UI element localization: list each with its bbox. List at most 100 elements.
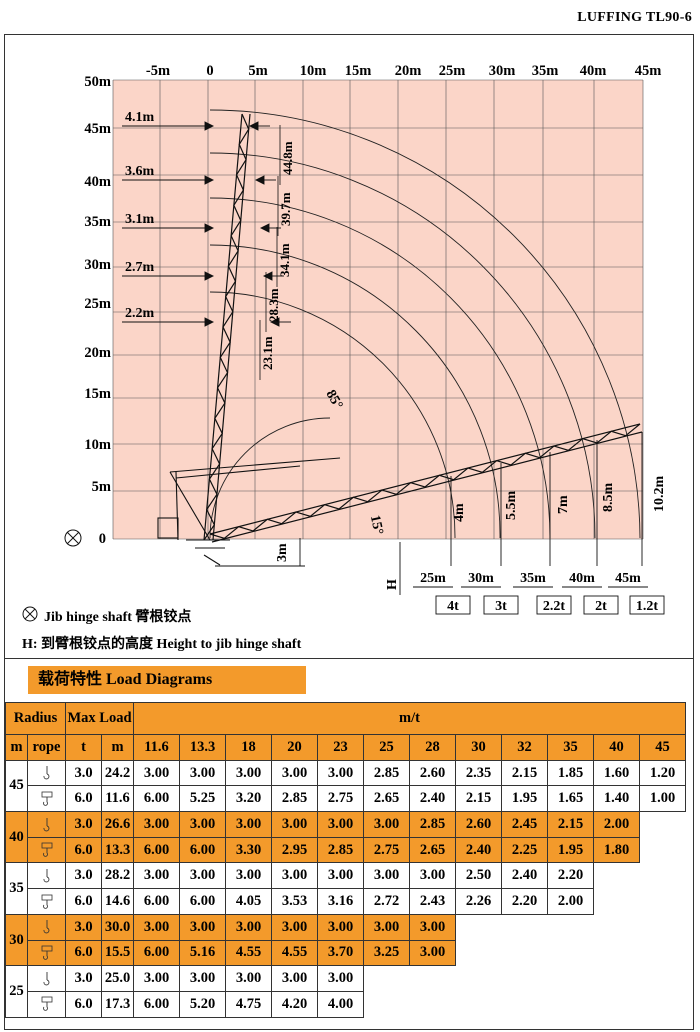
x-tick-label: 15m bbox=[345, 63, 372, 79]
load-value: 2.85 bbox=[363, 759, 410, 787]
load-value: 3.00 bbox=[179, 913, 226, 941]
max-load-t: 3.0 bbox=[65, 811, 102, 838]
load-value: 2.15 bbox=[547, 811, 594, 838]
header-m: m bbox=[5, 734, 28, 761]
y-tick-label: 35m bbox=[84, 214, 111, 230]
y-tick-label: 5m bbox=[92, 479, 111, 495]
load-value: 6.00 bbox=[133, 888, 180, 915]
load-value: 2.85 bbox=[409, 811, 456, 838]
rope-icon bbox=[27, 965, 66, 992]
load-value: 2.25 bbox=[501, 836, 548, 864]
boom-length: 35 bbox=[5, 862, 28, 915]
load-value: 6.00 bbox=[179, 836, 226, 864]
load-value: 6.00 bbox=[133, 836, 180, 864]
y-tick-label: 25m bbox=[84, 296, 111, 312]
max-load-m: 24.2 bbox=[101, 759, 134, 787]
load-value: 1.95 bbox=[547, 836, 594, 864]
offset-label: 3.1m bbox=[125, 212, 155, 227]
y-tick-label: 20m bbox=[84, 345, 111, 361]
legend-height-note: H: 到臂根铰点的高度 Height to jib hinge shaft bbox=[22, 637, 302, 652]
y-tick-label: 50m bbox=[84, 74, 111, 90]
max-load-t: 6.0 bbox=[65, 836, 102, 864]
hook-height-label: 39.7m bbox=[278, 192, 293, 226]
max-load-t: 3.0 bbox=[65, 759, 102, 787]
page-frame bbox=[4, 34, 694, 1030]
header-radius-col: 20 bbox=[271, 734, 318, 761]
y-tick-label: 30m bbox=[84, 257, 111, 273]
load-value: 4.55 bbox=[225, 939, 272, 967]
load-value: 4.75 bbox=[225, 990, 272, 1018]
tip-load-label: 2.2t bbox=[543, 599, 566, 614]
radius-label: 40m bbox=[569, 571, 595, 586]
load-value: 3.00 bbox=[133, 811, 180, 838]
header-radius-col: 23 bbox=[317, 734, 364, 761]
load-value: 3.00 bbox=[179, 965, 226, 992]
grid-background bbox=[113, 80, 643, 539]
load-value: 2.43 bbox=[409, 888, 456, 915]
load-value: 6.00 bbox=[179, 888, 226, 915]
load-value: 2.00 bbox=[547, 888, 594, 915]
load-value: 3.00 bbox=[363, 811, 410, 838]
model-title: LUFFING TL90-6 bbox=[577, 10, 692, 25]
max-load-m: 26.6 bbox=[101, 811, 134, 838]
max-load-t: 3.0 bbox=[65, 862, 102, 890]
load-diagram-heading: 载荷特性 Load Diagrams bbox=[28, 666, 306, 694]
load-value: 3.00 bbox=[409, 939, 456, 967]
load-value: 3.00 bbox=[317, 913, 364, 941]
low-jib bbox=[209, 423, 643, 543]
load-value: 3.00 bbox=[409, 913, 456, 941]
load-value: 2.95 bbox=[271, 836, 318, 864]
load-value: 3.00 bbox=[133, 965, 180, 992]
rope-icon bbox=[27, 811, 66, 838]
load-value: 1.95 bbox=[501, 785, 548, 813]
load-value: 2.20 bbox=[547, 862, 594, 890]
load-value: 3.00 bbox=[271, 759, 318, 787]
header-max-load: Max Load bbox=[65, 702, 134, 735]
tip-height-label: 8.5m bbox=[601, 483, 616, 513]
load-value: 2.40 bbox=[455, 836, 502, 864]
max-load-m: 14.6 bbox=[101, 888, 134, 915]
load-value: 2.45 bbox=[501, 811, 548, 838]
y-tick-label: 15m bbox=[84, 386, 111, 402]
offset-label: 2.2m bbox=[125, 306, 155, 321]
x-tick-label: 20m bbox=[395, 63, 422, 79]
load-value: 3.00 bbox=[271, 913, 318, 941]
x-tick-label: 0 bbox=[206, 63, 213, 79]
rope-icon bbox=[27, 836, 66, 864]
load-value: 1.65 bbox=[547, 785, 594, 813]
header-radius-col: 32 bbox=[501, 734, 548, 761]
rope-icon bbox=[27, 862, 66, 890]
header-radius: Radius bbox=[5, 702, 66, 735]
load-value: 1.20 bbox=[639, 759, 686, 787]
header-radius-col: 45 bbox=[639, 734, 686, 761]
load-value: 2.65 bbox=[409, 836, 456, 864]
max-load-t: 6.0 bbox=[65, 939, 102, 967]
load-value: 1.85 bbox=[547, 759, 594, 787]
y-tick-label: 0 bbox=[99, 531, 106, 547]
header-radius-col: 30 bbox=[455, 734, 502, 761]
load-value: 6.00 bbox=[133, 990, 180, 1018]
base-height-label: 3m bbox=[275, 543, 290, 562]
boom-length: 25 bbox=[5, 965, 28, 1018]
load-value: 3.00 bbox=[133, 862, 180, 890]
radius-arcs bbox=[209, 109, 641, 539]
header-t: t bbox=[65, 734, 102, 761]
boom-length: 45 bbox=[5, 759, 28, 813]
load-value: 3.00 bbox=[317, 862, 364, 890]
load-value: 3.00 bbox=[317, 811, 364, 838]
hook-height-label: 34.1m bbox=[277, 243, 292, 277]
radius-label: 45m bbox=[615, 571, 641, 586]
load-value: 3.00 bbox=[179, 862, 226, 890]
load-value: 3.00 bbox=[133, 759, 180, 787]
tip-height-label: 10.2m bbox=[652, 476, 667, 513]
load-value: 2.60 bbox=[455, 811, 502, 838]
load-value: 3.30 bbox=[225, 836, 272, 864]
load-value: 3.00 bbox=[225, 965, 272, 992]
max-load-m: 28.2 bbox=[101, 862, 134, 890]
boom-length: 40 bbox=[5, 811, 28, 864]
tip-load-label: 4t bbox=[447, 599, 459, 614]
header-radius-col: 13.3 bbox=[179, 734, 226, 761]
max-load-m: 25.0 bbox=[101, 965, 134, 992]
load-value: 2.15 bbox=[501, 759, 548, 787]
load-value: 3.00 bbox=[409, 862, 456, 890]
